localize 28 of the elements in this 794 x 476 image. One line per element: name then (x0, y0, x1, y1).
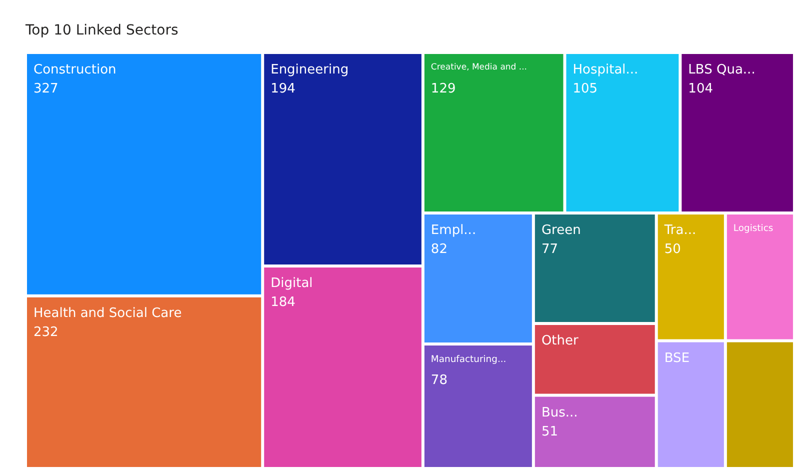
data-label: 194 (270, 82, 296, 96)
category-label: Hospital... (572, 62, 638, 78)
data-label: 105 (572, 82, 598, 96)
category-label: LBS Qua... (688, 62, 756, 78)
data-label: 129 (430, 82, 456, 96)
data-label: 51 (541, 424, 558, 440)
category-label: Health and Social Care (34, 306, 182, 321)
data-label: 82 (430, 242, 448, 258)
data-label: 77 (541, 242, 558, 258)
category-label: BSE (664, 350, 690, 366)
category-label: Other (541, 334, 580, 349)
category-label: Digital (270, 276, 313, 292)
data-label: 327 (34, 82, 58, 96)
category-label: Creative, Media and ... (430, 62, 528, 72)
category-label: Logistics (733, 223, 774, 234)
data-label: 184 (270, 295, 296, 310)
category-label: Bus... (541, 405, 578, 420)
category-label: Empl... (430, 223, 476, 238)
category-label: Construction (34, 62, 116, 78)
text: Top 10 Linked Sectors (24, 22, 178, 38)
data-label: 232 (34, 324, 58, 340)
category-label: Manufacturing... (430, 354, 506, 365)
category-label: Green (541, 223, 581, 238)
category-label: Tra... (663, 223, 696, 238)
data-label: 104 (688, 82, 713, 96)
data-label: 50 (664, 242, 681, 258)
category-label: Engineering (270, 62, 349, 78)
data-label: 78 (430, 372, 448, 388)
